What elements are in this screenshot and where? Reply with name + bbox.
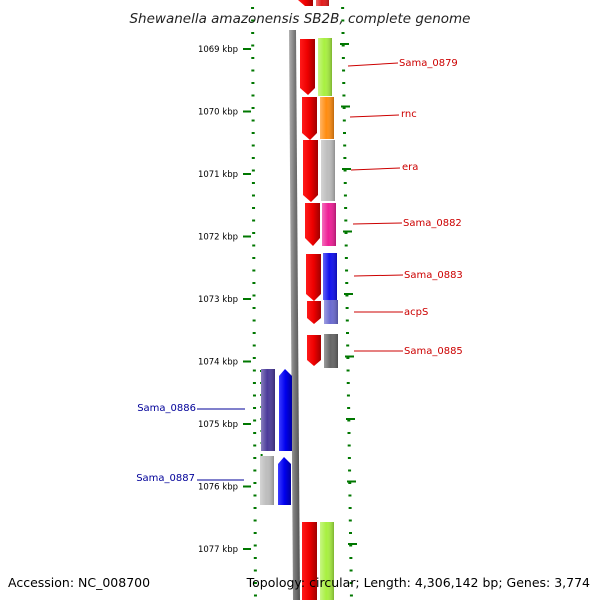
tick-label: 1071 kbp [198, 170, 238, 180]
gene-sama-0886[interactable] [261, 369, 292, 451]
gene-label-sama-0879[interactable]: Sama_0879 [399, 58, 458, 69]
gene-label-sama-0883[interactable]: Sama_0883 [404, 270, 463, 281]
gene-label-era[interactable]: era [402, 162, 418, 173]
cds-arrow-sama-0883[interactable] [306, 254, 321, 301]
map-title: Shewanella amazonensis SB2B, complete ge… [129, 11, 470, 27]
tick-label: 1076 kbp [198, 483, 238, 493]
gene-sama-0882[interactable] [322, 203, 336, 246]
gene-sama-0887-cds-arrow[interactable] [278, 457, 291, 505]
forward-label-leaders [347, 62, 404, 352]
gene-sama-0886-cds-arrow[interactable] [279, 369, 292, 451]
tick-label: 1070 kbp [198, 108, 238, 118]
tick-labels: 1069 kbp 1070 kbp 1071 kbp 1072 kbp 1073 kbp… [198, 45, 238, 555]
forward-strand-cds-arrows [298, 0, 321, 600]
gene-label-sama-0882[interactable]: Sama_0882 [403, 218, 462, 229]
tick-label: 1069 kbp [198, 45, 238, 55]
reverse-strand-genes: Sama_0886 Sama_0887 [136, 369, 292, 507]
gene-label-rnc[interactable]: rnc [401, 109, 417, 120]
tick-label: 1073 kbp [198, 295, 238, 305]
gene-label-sama-0887[interactable]: Sama_0887 [136, 473, 195, 484]
gene-sama-0883[interactable] [323, 253, 337, 300]
cds-arrow-top-fragment[interactable] [298, 0, 313, 6]
cds-arrow-sama-0879[interactable] [300, 39, 315, 95]
tick-label: 1074 kbp [198, 358, 238, 368]
tick-marks-outer-right [340, 7, 357, 597]
gene-sama-0887[interactable] [260, 456, 291, 505]
tick-label: 1075 kbp [198, 420, 238, 430]
cds-arrow-acps[interactable] [307, 301, 321, 324]
gene-label-sama-0885[interactable]: Sama_0885 [404, 346, 463, 357]
tick-marks-outer-left [243, 7, 257, 597]
tick-label: 1077 kbp [198, 545, 238, 555]
gene-sama-0885[interactable] [324, 334, 338, 368]
cds-arrow-sama-0882[interactable] [305, 203, 320, 246]
tick-label: 1072 kbp [198, 233, 238, 243]
cds-arrow-bottom-fragment[interactable] [302, 522, 317, 600]
gene-top-fragment[interactable] [316, 0, 329, 6]
gene-sama-0879[interactable] [318, 38, 332, 96]
cds-arrow-era[interactable] [303, 140, 318, 202]
gene-label-sama-0886[interactable]: Sama_0886 [137, 403, 196, 414]
gene-acps[interactable] [324, 300, 338, 324]
forward-strand-genes [316, 0, 338, 600]
cds-arrow-sama-0885[interactable] [307, 335, 321, 366]
gene-bottom-fragment[interactable] [320, 522, 334, 600]
genome-backbone [289, 30, 300, 600]
topology-text: Topology: circular; Length: 4,306,142 bp… [246, 575, 590, 590]
gene-era[interactable] [321, 140, 335, 201]
cds-arrow-rnc[interactable] [302, 97, 317, 140]
accession-text: Accession: NC_008700 [8, 575, 150, 590]
gene-label-acps[interactable]: acpS [404, 307, 428, 318]
gene-rnc[interactable] [320, 97, 334, 139]
